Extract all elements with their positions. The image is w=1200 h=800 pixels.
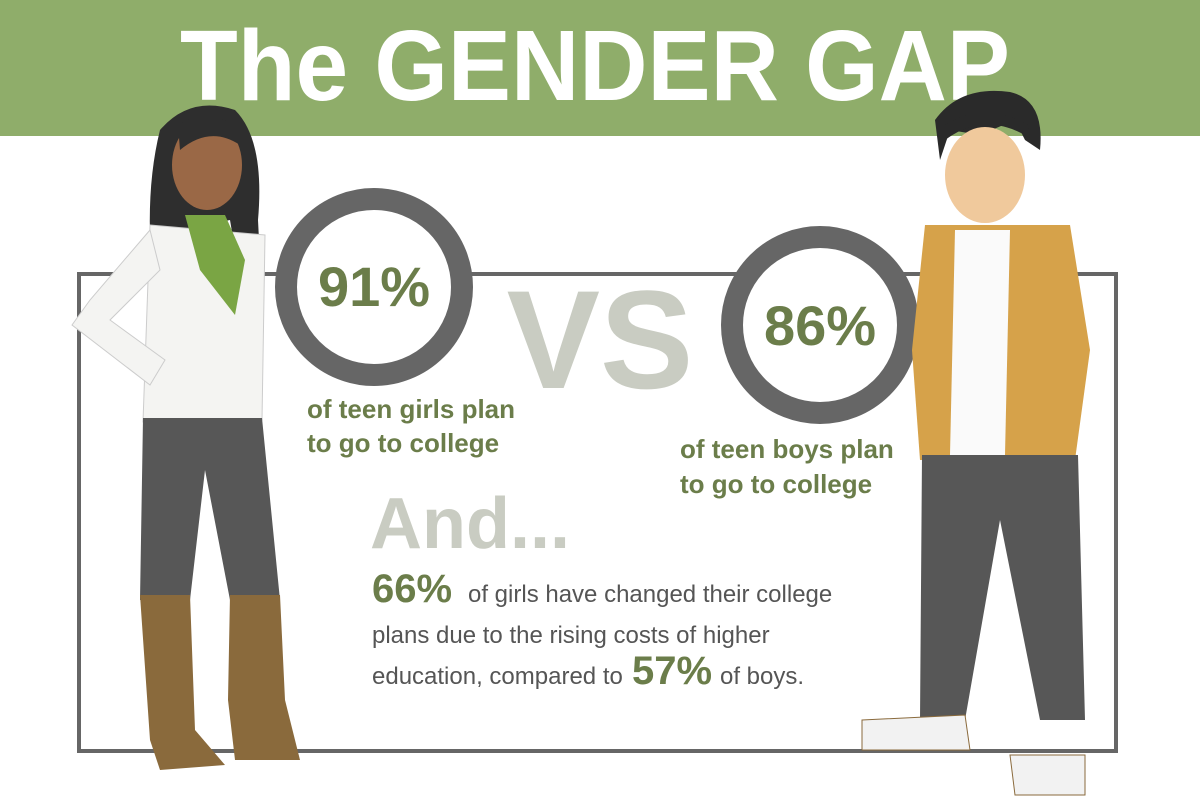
girls-ring bbox=[275, 188, 473, 386]
boy-illustration bbox=[861, 90, 1090, 796]
versus: VS bbox=[507, 261, 694, 418]
boys-ring bbox=[721, 226, 919, 424]
boys-change-stat: 57% bbox=[632, 649, 712, 693]
girls-caption: of teen girls plan bbox=[307, 394, 515, 424]
note-text: of boys. bbox=[720, 663, 804, 690]
girls-caption: to go to college bbox=[307, 428, 499, 458]
girls-stat: 91% bbox=[318, 255, 430, 318]
girl-illustration bbox=[71, 105, 300, 770]
girls-change-stat: 66% bbox=[372, 567, 452, 611]
frame bbox=[77, 272, 1118, 753]
note-text: education, compared to bbox=[372, 663, 623, 690]
note-heading: And... bbox=[370, 484, 570, 564]
title: The GENDER GAP bbox=[180, 10, 1010, 122]
boys-caption: to go to college bbox=[680, 469, 872, 499]
boys-stat: 86% bbox=[764, 294, 876, 357]
note-text: plans due to the rising costs of higher bbox=[372, 622, 770, 649]
boys-caption: of teen boys plan bbox=[680, 434, 894, 464]
note-text: of girls have changed their college bbox=[468, 581, 832, 608]
